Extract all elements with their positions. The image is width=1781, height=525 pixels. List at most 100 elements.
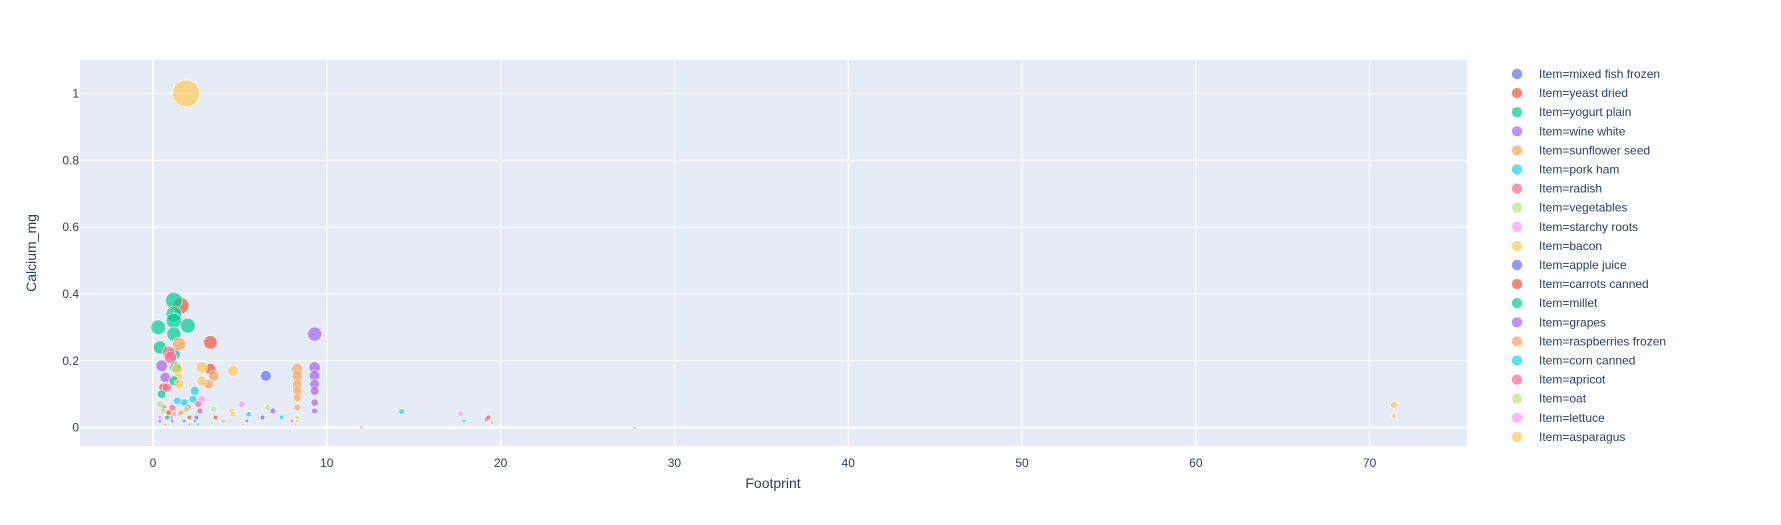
data-point[interactable]: [229, 411, 236, 418]
legend-item[interactable]: Item=pork ham: [1511, 163, 1620, 177]
data-point[interactable]: [489, 420, 494, 425]
legend-item[interactable]: Item=carrots canned: [1511, 277, 1649, 291]
data-point[interactable]: [293, 422, 298, 426]
data-point[interactable]: [1391, 413, 1397, 419]
data-point[interactable]: [163, 350, 177, 364]
data-point[interactable]: [195, 361, 208, 374]
data-point[interactable]: [160, 407, 167, 415]
legend-item[interactable]: Item=grapes: [1511, 315, 1607, 329]
legend-item[interactable]: Item=vegetables: [1511, 201, 1628, 215]
data-point[interactable]: [244, 418, 250, 424]
data-point[interactable]: [164, 414, 170, 421]
legend-item[interactable]: Item=yogurt plain: [1511, 105, 1632, 119]
data-point[interactable]: [172, 337, 187, 352]
legend-item[interactable]: Item=lettuce: [1511, 411, 1606, 425]
data-point[interactable]: [485, 414, 492, 421]
x-tick-label: 20: [494, 456, 508, 470]
data-point[interactable]: [187, 422, 192, 426]
data-point[interactable]: [189, 386, 200, 396]
data-point[interactable]: [186, 414, 193, 421]
legend-item[interactable]: Item=raspberries frozen: [1511, 334, 1667, 348]
data-point[interactable]: [360, 426, 364, 430]
data-point[interactable]: [194, 400, 203, 409]
data-point[interactable]: [182, 418, 187, 424]
data-point[interactable]: [259, 414, 266, 421]
data-point[interactable]: [295, 418, 300, 424]
legend-item[interactable]: Item=apple juice: [1511, 258, 1628, 272]
data-point[interactable]: [1390, 401, 1398, 409]
data-point[interactable]: [212, 414, 219, 421]
data-point[interactable]: [172, 79, 200, 108]
data-point[interactable]: [196, 375, 208, 387]
data-point[interactable]: [220, 418, 225, 424]
legend-item[interactable]: Item=sunflower seed: [1511, 143, 1651, 157]
legend-item[interactable]: Item=oat: [1511, 392, 1587, 406]
data-point[interactable]: [210, 420, 215, 425]
legend-item[interactable]: Item=apricot: [1511, 373, 1607, 387]
data-point[interactable]: [166, 422, 171, 426]
data-point[interactable]: [309, 386, 320, 396]
data-point[interactable]: [168, 403, 176, 412]
legend-label: Item=bacon: [1539, 239, 1602, 253]
data-point[interactable]: [163, 422, 167, 426]
data-point[interactable]: [260, 370, 272, 382]
data-point[interactable]: [173, 379, 185, 390]
data-point[interactable]: [237, 400, 246, 409]
data-point[interactable]: [157, 414, 163, 421]
data-point[interactable]: [161, 382, 172, 393]
data-point[interactable]: [182, 405, 190, 413]
data-point[interactable]: [292, 393, 302, 402]
data-point[interactable]: [307, 326, 323, 342]
data-point[interactable]: [293, 403, 301, 412]
data-point[interactable]: [227, 364, 239, 377]
data-point[interactable]: [203, 335, 218, 350]
data-point[interactable]: [210, 405, 218, 413]
legend-item[interactable]: Item=yeast dried: [1511, 86, 1629, 100]
data-point[interactable]: [632, 426, 636, 430]
data-point[interactable]: [289, 418, 295, 424]
legend-item[interactable]: Item=mixed fish frozen: [1511, 67, 1661, 81]
data-point[interactable]: [241, 422, 246, 426]
data-point[interactable]: [170, 411, 177, 418]
data-point[interactable]: [245, 411, 252, 418]
legend-item[interactable]: Item=starchy roots: [1511, 220, 1639, 234]
legend-item[interactable]: Item=wine white: [1511, 124, 1626, 138]
legend-label: Item=apple juice: [1539, 258, 1627, 272]
data-point[interactable]: [157, 389, 167, 399]
y-tick-label: 0.6: [62, 220, 79, 234]
data-point[interactable]: [457, 410, 464, 417]
legend-marker: [1511, 163, 1523, 176]
data-point[interactable]: [177, 409, 184, 416]
data-point[interactable]: [196, 407, 204, 415]
legend-marker: [1511, 182, 1523, 195]
legend-item[interactable]: Item=radish: [1511, 182, 1603, 196]
data-point[interactable]: [165, 312, 182, 329]
data-point[interactable]: [264, 403, 272, 412]
data-point[interactable]: [310, 398, 319, 407]
legend-label: Item=yogurt plain: [1539, 105, 1631, 119]
data-point[interactable]: [155, 359, 168, 372]
legend-item[interactable]: Item=asparagus: [1511, 430, 1626, 444]
data-point[interactable]: [196, 422, 200, 426]
legend-label: Item=mixed fish frozen: [1539, 67, 1660, 81]
data-point[interactable]: [269, 407, 277, 415]
data-point[interactable]: [311, 407, 318, 415]
legend-marker: [1511, 87, 1523, 99]
data-point[interactable]: [156, 400, 164, 409]
data-point[interactable]: [188, 394, 198, 404]
legend-item[interactable]: Item=corn canned: [1511, 354, 1636, 368]
data-point[interactable]: [150, 319, 166, 336]
data-point[interactable]: [278, 414, 285, 421]
data-point[interactable]: [169, 418, 175, 424]
data-point[interactable]: [461, 418, 467, 424]
data-point[interactable]: [208, 370, 220, 382]
data-point[interactable]: [173, 396, 182, 406]
legend-item[interactable]: Item=millet: [1511, 296, 1599, 310]
data-point[interactable]: [192, 418, 197, 424]
legend-marker: [1511, 373, 1523, 386]
data-point[interactable]: [180, 317, 196, 334]
legend-marker: [1511, 411, 1523, 424]
data-point[interactable]: [398, 408, 405, 415]
legend-item[interactable]: Item=bacon: [1511, 239, 1603, 253]
